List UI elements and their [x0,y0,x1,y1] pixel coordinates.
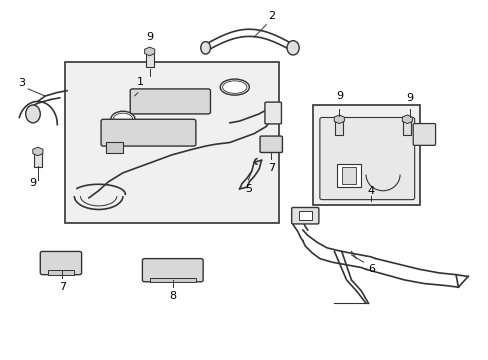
Bar [47,270,74,275]
FancyBboxPatch shape [130,89,210,114]
Text: 2: 2 [267,11,274,21]
Bar [145,53,153,67]
Ellipse shape [201,41,210,54]
Text: 4: 4 [366,186,374,196]
FancyBboxPatch shape [260,136,282,153]
Bar [149,278,196,282]
FancyBboxPatch shape [40,251,81,275]
FancyBboxPatch shape [264,102,281,124]
FancyBboxPatch shape [412,123,435,145]
Text: 9: 9 [335,91,342,102]
Bar [64,62,278,223]
Ellipse shape [26,105,40,123]
Bar [298,211,311,220]
Text: 3: 3 [18,78,25,88]
Text: 8: 8 [169,291,176,301]
Bar [336,164,361,187]
Text: 1: 1 [136,77,143,87]
Bar [341,167,356,184]
Ellipse shape [113,113,132,125]
FancyBboxPatch shape [291,207,318,224]
Text: 9: 9 [406,93,412,103]
Text: 7: 7 [59,282,65,292]
Bar [335,121,343,135]
Bar [312,105,419,205]
Bar [403,121,410,135]
FancyBboxPatch shape [142,258,203,282]
Text: 5: 5 [244,184,251,194]
Bar [34,153,41,167]
FancyBboxPatch shape [319,117,414,200]
Text: 9: 9 [29,178,37,188]
Ellipse shape [222,81,246,93]
Bar [106,143,122,153]
Text: 6: 6 [368,264,375,274]
FancyBboxPatch shape [101,119,196,146]
Text: 9: 9 [146,32,153,42]
Ellipse shape [286,41,299,55]
Text: 7: 7 [267,163,274,173]
